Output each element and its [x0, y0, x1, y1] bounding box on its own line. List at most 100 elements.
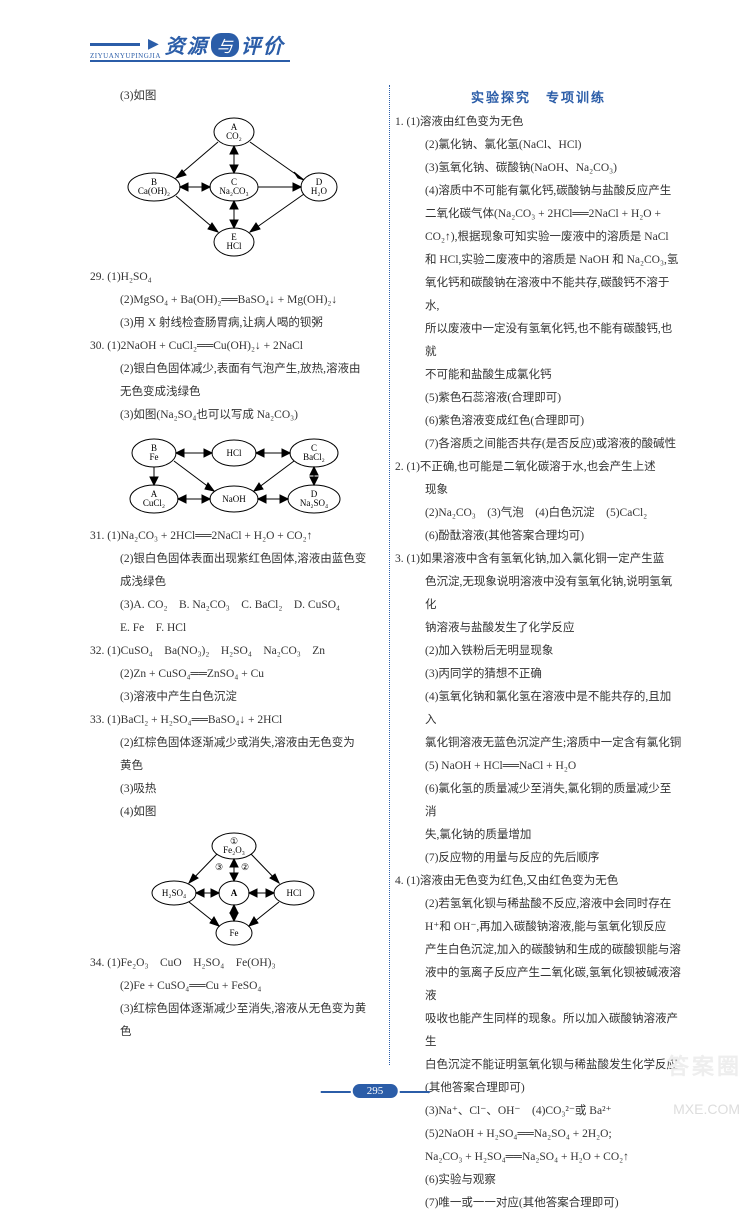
r3-1b: 色沉淀,无现象说明溶液中没有氢氧化钠,说明氢氧化: [395, 571, 682, 617]
r1-4a: (4)溶质中不可能有氯化钙,碳酸钠与盐酸反应产生: [395, 180, 682, 203]
r1-2: (2)氯化钠、氯化氢(NaCl、HCl): [395, 134, 682, 157]
r1-7: (7)各溶质之间能否共存(是否反应)或溶液的酸碱性: [395, 433, 682, 456]
q34-3: (3)红棕色固体逐渐减少至消失,溶液从无色变为黄色: [90, 998, 377, 1044]
r4-5b: Na₂CO₃ + H₂SO₄══Na₂SO₄ + H₂O + CO₂↑: [395, 1146, 682, 1169]
r3-4a: (4)氢氧化钠和氯化氢在溶液中是不能共存的,且加入: [395, 686, 682, 732]
header-underline: [90, 60, 290, 62]
header-title-a: 资源: [165, 30, 209, 59]
q31-3b: E. Fe F. HCl: [90, 617, 377, 640]
r2-1a: 2. (1)不正确,也可能是二氧化碳溶于水,也会产生上述: [395, 456, 682, 479]
q29-2: (2)MgSO₄ + Ba(OH)₂══BaSO₄↓ + Mg(OH)₂↓: [90, 289, 377, 312]
svg-text:NaOH: NaOH: [222, 494, 246, 504]
r1-4e: 氧化钙和碳酸钠在溶液中不能共存,碳酸钙不溶于水,: [395, 272, 682, 318]
content-area: (3)如图 ACO₂ BCa(OH)₂: [90, 85, 682, 1215]
q30-2b: 无色变成浅绿色: [90, 381, 377, 404]
page-number: 295: [353, 1081, 398, 1099]
q30-3: (3)如图(Na₂SO₄也可以写成 Na₂CO₃): [90, 404, 377, 427]
svg-text:Na₂CO₃: Na₂CO₃: [219, 186, 248, 196]
svg-text:Na₂SO₄: Na₂SO₄: [299, 498, 327, 508]
r1-1: 1. (1)溶液由红色变为无色: [395, 111, 682, 134]
svg-text:Fe₂O₃: Fe₂O₃: [223, 845, 245, 855]
r1-4c: CO₂↑),根据现象可知实验一废液中的溶质是 NaCl: [395, 226, 682, 249]
q29-3: (3)用 X 射线检查肠胃病,让病人喝的钡粥: [90, 312, 377, 335]
svg-text:H₂SO₄: H₂SO₄: [161, 888, 185, 898]
q30-1: 30. (1)2NaOH + CuCl₂══Cu(OH)₂↓ + 2NaCl: [90, 335, 377, 358]
q29-1: 29. (1)H₂SO₄: [90, 266, 377, 289]
q31-1: 31. (1)Na₂CO₃ + 2HCl══2NaCl + H₂O + CO₂↑: [90, 525, 377, 548]
q32-2: (2)Zn + CuSO₄══ZnSO₄ + Cu: [90, 663, 377, 686]
section-title: 实验探究 专项训练: [395, 85, 682, 111]
q33-2a: (2)红棕色固体逐渐减少或消失,溶液由无色变为: [90, 732, 377, 755]
r4-5a: (5)2NaOH + H₂SO₄══Na₂SO₄ + 2H₂O;: [395, 1123, 682, 1146]
q34-2: (2)Fe + CuSO₄══Cu + FeSO₄: [90, 975, 377, 998]
r2-1b: 现象: [395, 479, 682, 502]
q32-1: 32. (1)CuSO₄ Ba(NO₃)₂ H₂SO₄ Na₂CO₃ Zn: [90, 640, 377, 663]
r3-6b: 失,氯化钠的质量增加: [395, 824, 682, 847]
q30-2a: (2)银白色固体减少,表面有气泡产生,放热,溶液由: [90, 358, 377, 381]
r3-6a: (6)氯化氢的质量减少至消失,氯化铜的质量减少至消: [395, 778, 682, 824]
header-bar: [90, 43, 140, 46]
r4-2f: 白色沉淀不能证明氢氧化钡与稀盐酸发生化学反应: [395, 1054, 682, 1077]
watermark-top: 答案圈: [667, 1049, 742, 1081]
left-column: (3)如图 ACO₂ BCa(OH)₂: [90, 85, 377, 1215]
right-column: 实验探究 专项训练 1. (1)溶液由红色变为无色 (2)氯化钠、氯化氢(NaC…: [395, 85, 682, 1215]
svg-text:②: ②: [240, 862, 248, 872]
r4-2c: 产生白色沉淀,加入的碳酸钠和生成的碳酸钡能与溶: [395, 939, 682, 962]
header-title-b: 评价: [241, 30, 285, 59]
r4-2b: H⁺和 OH⁻,再加入碳酸钠溶液,能与氢氧化钡反应: [395, 916, 682, 939]
r4-2a: (2)若氢氧化钡与稀盐酸不反应,溶液中会同时存在: [395, 893, 682, 916]
r2-6: (6)酚酞溶液(其他答案合理均可): [395, 525, 682, 548]
svg-text:BaCl₂: BaCl₂: [303, 452, 325, 462]
svg-text:A: A: [230, 888, 237, 898]
r4-2e: 吸收也能产生同样的现象。所以加入碳酸钠溶液产生: [395, 1008, 682, 1054]
r3-1c: 钠溶液与盐酸发生了化学反应: [395, 617, 682, 640]
svg-text:CO₂: CO₂: [226, 131, 242, 141]
svg-text:CuCl₂: CuCl₂: [142, 498, 164, 508]
q33-1: 33. (1)BaCl₂ + H₂SO₄══BaSO₄↓ + 2HCl: [90, 709, 377, 732]
q33-2b: 黄色: [90, 755, 377, 778]
header-arrow-icon: ▶: [148, 36, 159, 53]
r3-1a: 3. (1)如果溶液中含有氢氧化钠,加入氯化铜一定产生蓝: [395, 548, 682, 571]
r1-4d: 和 HCl,实验二废液中的溶质是 NaOH 和 Na₂CO₃,氢: [395, 249, 682, 272]
q33-4: (4)如图: [90, 801, 377, 824]
r4-7: (7)唯一或一一对应(其他答案合理即可): [395, 1192, 682, 1215]
svg-text:Fe: Fe: [229, 928, 238, 938]
r3-4b: 氯化铜溶液无蓝色沉淀产生;溶质中一定含有氯化铜: [395, 732, 682, 755]
r4-6: (6)实验与观察: [395, 1169, 682, 1192]
q33-3: (3)吸热: [90, 778, 377, 801]
r1-4b: 二氧化碳气体(Na₂CO₃ + 2HCl══2NaCl + H₂O +: [395, 203, 682, 226]
page-number-text: 295: [353, 1084, 398, 1098]
r3-3: (3)丙同学的猜想不正确: [395, 663, 682, 686]
r1-4g: 不可能和盐酸生成氯化钙: [395, 364, 682, 387]
r3-2: (2)加入铁粉后无明显现象: [395, 640, 682, 663]
diagram-3: ①Fe₂O₃ ③ ② H₂SO₄ A HCl Fe: [149, 828, 319, 948]
q34-1: 34. (1)Fe₂O₃ CuO H₂SO₄ Fe(OH)₃: [90, 952, 377, 975]
r4-2g: (其他答案合理即可): [395, 1077, 682, 1100]
r4-3: (3)Na⁺、Cl⁻、OH⁻ (4)CO₃²⁻或 Ba²⁺: [395, 1100, 682, 1123]
q31-3: (3)A. CO₂ B. Na₂CO₃ C. BaCl₂ D. CuSO₄: [90, 594, 377, 617]
svg-text:Fe: Fe: [149, 452, 158, 462]
diagram-1: ACO₂ BCa(OH)₂ CNa₂CO₃ DH₂O EHCl: [124, 112, 344, 262]
header-pinyin: ZIYUANYUPINGJIA: [90, 52, 161, 60]
diagram-2: BFe HCl CBaCl₂ ACuCl₂ NaOH DNa₂SO₄: [119, 431, 349, 521]
r3-7: (7)反应物的用量与反应的先后顺序: [395, 847, 682, 870]
svg-text:Ca(OH)₂: Ca(OH)₂: [137, 186, 169, 196]
svg-text:HCl: HCl: [226, 241, 242, 251]
svg-text:H₂O: H₂O: [310, 186, 327, 196]
q31-2b: 成浅绿色: [90, 571, 377, 594]
r2-2: (2)Na₂CO₃ (3)气泡 (4)白色沉淀 (5)CaCl₂: [395, 502, 682, 525]
r1-6: (6)紫色溶液变成红色(合理即可): [395, 410, 682, 433]
r1-3: (3)氢氧化钠、碳酸钠(NaOH、Na₂CO₃): [395, 157, 682, 180]
svg-text:HCl: HCl: [226, 448, 242, 458]
r1-4f: 所以废液中一定没有氢氧化钙,也不能有碳酸钙,也就: [395, 318, 682, 364]
r3-5: (5) NaOH + HCl══NaCl + H₂O: [395, 755, 682, 778]
header-pill: 与: [211, 33, 239, 57]
watermark: MXE.COM: [673, 1101, 740, 1117]
r4-1: 4. (1)溶液由无色变为红色,又由红色变为无色: [395, 870, 682, 893]
q31-2a: (2)银白色固体表面出现紫红色固体,溶液由蓝色变: [90, 548, 377, 571]
r4-2d: 液中的氢离子反应产生二氧化碳,氢氧化钡被碱液溶液: [395, 962, 682, 1008]
svg-text:③: ③: [214, 862, 222, 872]
q32-3: (3)溶液中产生白色沉淀: [90, 686, 377, 709]
q28-3: (3)如图: [90, 85, 377, 108]
r1-5: (5)紫色石蕊溶液(合理即可): [395, 387, 682, 410]
